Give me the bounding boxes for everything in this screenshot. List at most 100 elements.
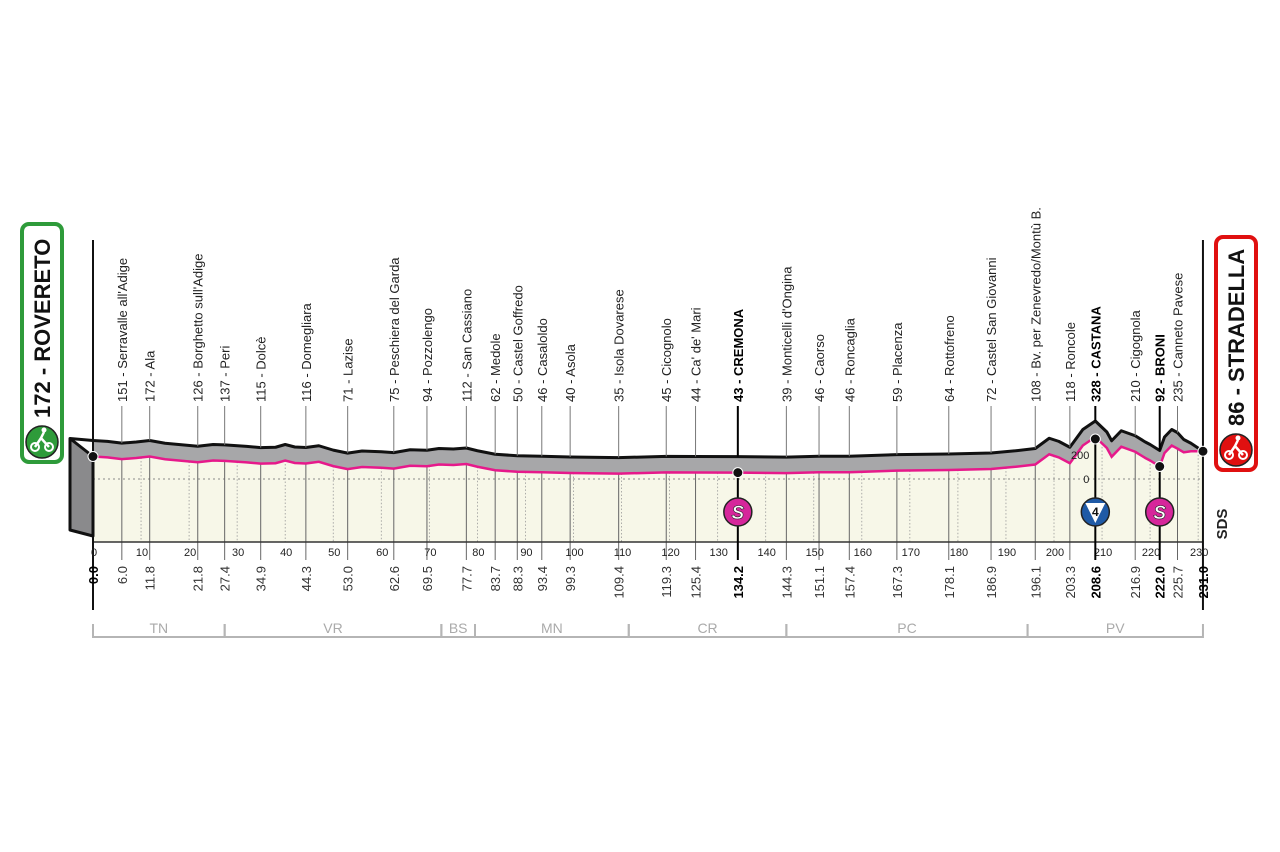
cyclist-head-icon xyxy=(41,427,47,433)
bike-wheel-icon xyxy=(30,442,40,452)
km-label: 225.7 xyxy=(1170,566,1185,599)
x-tick-label: 190 xyxy=(998,547,1016,559)
waypoint-label: 46 - Casaloldo xyxy=(535,318,550,402)
waypoint-label: 172 - Ala xyxy=(143,350,158,402)
cyclist-body-icon xyxy=(33,431,50,448)
waypoint-label: 62 - Medole xyxy=(488,333,503,402)
km-label: 34.9 xyxy=(254,566,269,591)
x-tick-label: 120 xyxy=(661,547,679,559)
km-label: 186.9 xyxy=(984,566,999,599)
km-label: 208.6 xyxy=(1088,566,1103,599)
km-label: 77.7 xyxy=(459,566,474,591)
waypoint-label: 151 - Serravalle all'Adige xyxy=(115,258,130,402)
km-label: 119.3 xyxy=(659,566,674,598)
km-label: 125.4 xyxy=(689,566,704,599)
km-label: 157.4 xyxy=(842,566,857,599)
x-tick-label: 70 xyxy=(424,547,436,559)
kom-category-label: 4 xyxy=(1092,505,1099,519)
x-tick-label: 60 xyxy=(376,547,388,559)
km-label: 222.0 xyxy=(1153,566,1168,599)
altitude-label-200: 200 xyxy=(1071,450,1089,462)
km-label: 216.9 xyxy=(1128,566,1143,599)
kom-triangle-icon xyxy=(1085,503,1106,523)
bike-wheel-icon xyxy=(44,442,54,452)
sprint-icon xyxy=(1144,497,1175,527)
km-label: 88.3 xyxy=(510,566,525,591)
x-tick-label: 170 xyxy=(902,547,920,559)
km-label: 83.7 xyxy=(488,566,503,591)
profile-ribbon xyxy=(93,421,1203,474)
km-label: 196.1 xyxy=(1028,566,1043,599)
waypoint-label: 39 - Monticelli d'Ongina xyxy=(779,266,794,402)
marker-dot xyxy=(732,467,744,479)
x-tick-label: 210 xyxy=(1094,547,1112,559)
waypoint-label: 64 - Rottofreno xyxy=(942,315,957,402)
km-label: 11.8 xyxy=(143,566,158,590)
waypoint-label: 75 - Peschiera del Garda xyxy=(387,257,402,402)
profile-baseline xyxy=(92,435,1203,475)
x-tick-label: 150 xyxy=(806,547,824,559)
finish-badge xyxy=(1214,235,1258,472)
region-label: PV xyxy=(1106,620,1125,636)
waypoint-label: 116 - Domegliara xyxy=(299,302,314,402)
profile-elevation-line xyxy=(69,419,1204,460)
x-tick-label: 10 xyxy=(136,547,148,559)
marker-dot xyxy=(1154,461,1166,472)
region-label: MN xyxy=(541,620,563,636)
waypoint-label: 71 - Lazise xyxy=(341,338,356,402)
km-label: 0.0 xyxy=(86,566,101,584)
brand-mark: SDS xyxy=(1214,509,1231,540)
waypoint-label: 92 - BRONI xyxy=(1153,334,1168,402)
waypoint-label: 43 - CREMONA xyxy=(731,308,746,402)
x-tick-label: 110 xyxy=(614,547,632,559)
x-tick-label: 180 xyxy=(950,547,968,559)
x-tick-label: 20 xyxy=(184,547,196,559)
x-tick-label: 40 xyxy=(280,547,292,559)
finish-label: 86 - STRADELLA xyxy=(1224,249,1249,426)
km-label: 109.4 xyxy=(612,566,627,599)
km-label: 93.4 xyxy=(535,566,550,591)
x-tick-label: 200 xyxy=(1046,547,1064,559)
waypoint-label: 328 - CASTANA xyxy=(1088,306,1103,402)
start-badge xyxy=(20,222,64,464)
waypoint-label: 126 - Borghetto sull'Adige xyxy=(191,254,206,402)
waypoint-label: 115 - Dolcè xyxy=(254,336,269,402)
region-bracket xyxy=(1026,624,1204,638)
waypoint-label: 40 - Asola xyxy=(563,343,578,402)
finish-dot xyxy=(1197,445,1209,457)
km-label: 62.6 xyxy=(387,566,402,591)
start-label: 172 - ROVERETO xyxy=(30,239,55,418)
x-tick-label: 160 xyxy=(854,547,872,559)
profile-floor xyxy=(93,437,1203,542)
km-label: 99.3 xyxy=(563,566,578,591)
x-tick-label: 80 xyxy=(472,547,484,559)
start-dot xyxy=(87,451,99,462)
altitude-label-0: 0 xyxy=(1083,474,1089,486)
sprint-icon xyxy=(723,497,753,527)
x-tick-label: 220 xyxy=(1142,547,1160,559)
x-tick-label: 50 xyxy=(328,547,340,559)
bike-wheel-icon xyxy=(1238,450,1248,460)
sprint-icon-label: S xyxy=(1153,503,1166,524)
waypoint-label: 94 - Pozzolengo xyxy=(420,308,435,402)
waypoint-label: 235 - Canneto Pavese xyxy=(1170,273,1185,402)
waypoint-label: 35 - Isola Dovarese xyxy=(612,289,627,402)
km-label: 6.0 xyxy=(115,566,130,584)
km-label: 144.3 xyxy=(779,566,794,599)
waypoint-label: 50 - Castel Goffredo xyxy=(510,285,525,402)
km-label: 231.0 xyxy=(1196,566,1211,599)
waypoint-label: 210 - Cigognola xyxy=(1128,309,1143,402)
region-label: VR xyxy=(323,620,342,636)
waypoint-label: 118 - Roncole xyxy=(1063,322,1078,402)
km-label: 27.4 xyxy=(218,566,233,591)
x-tick-label: 230 xyxy=(1190,547,1208,559)
km-label: 151.1 xyxy=(812,566,827,599)
waypoint-label: 46 - Caorso xyxy=(812,334,827,402)
sprint-icon-label: S xyxy=(731,503,744,524)
x-tick-label: 90 xyxy=(520,547,532,559)
km-label: 167.3 xyxy=(890,566,905,599)
x-tick-label: 100 xyxy=(565,547,583,559)
waypoint-label: 72 - Castel San Giovanni xyxy=(984,257,999,402)
km-label: 53.0 xyxy=(341,566,356,591)
